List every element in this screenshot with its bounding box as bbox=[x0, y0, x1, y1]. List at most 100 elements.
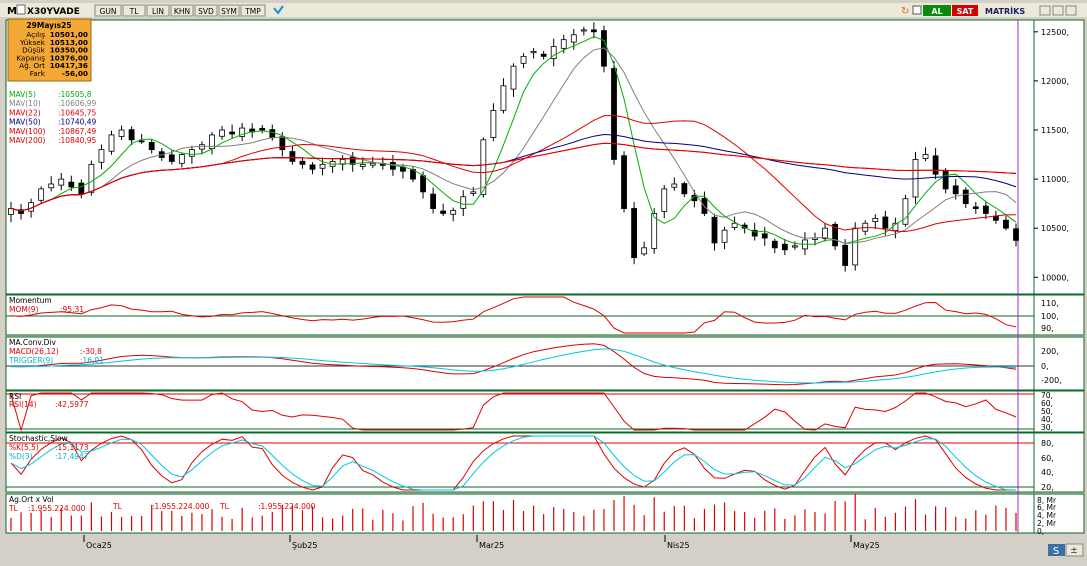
info-label: Kapanış bbox=[16, 53, 45, 62]
stoch-tick-label: 60, bbox=[1041, 454, 1054, 463]
price-chart[interactable] bbox=[8, 22, 1019, 272]
price-candle bbox=[792, 241, 798, 250]
volume-panel[interactable] bbox=[5, 493, 1035, 534]
macd-panel-axis-area bbox=[1033, 336, 1085, 391]
price-candle bbox=[349, 152, 356, 172]
toolbar-button-sym[interactable]: SYM bbox=[218, 4, 240, 17]
legend-label: MAV(22) bbox=[9, 108, 41, 117]
rsi-line bbox=[10, 392, 1017, 432]
toolbar-button-label: TL bbox=[129, 7, 140, 16]
refresh-icon[interactable]: ↻ bbox=[901, 6, 909, 17]
price-candle bbox=[922, 147, 929, 162]
legend-value: :10505,8 bbox=[58, 90, 92, 99]
price-candle bbox=[771, 238, 778, 254]
candle-body-up bbox=[480, 139, 487, 195]
price-candle bbox=[671, 177, 678, 191]
toolbar-button-frame bbox=[122, 4, 146, 17]
edit-icon[interactable] bbox=[912, 5, 922, 15]
minimize-button[interactable] bbox=[1039, 5, 1051, 16]
candle-body-up bbox=[852, 227, 859, 266]
toolbar-button-scale-lin[interactable]: LIN bbox=[146, 4, 170, 17]
sell-button[interactable] bbox=[952, 5, 978, 16]
toolbar-button-tmp[interactable]: TMP bbox=[240, 4, 266, 17]
price-tick-label: 10500, bbox=[1041, 224, 1069, 233]
price-candle bbox=[882, 210, 889, 236]
legend-value: :10740,49 bbox=[58, 118, 97, 127]
buy-button-label: AL bbox=[931, 7, 942, 16]
price-tick-label: 11500, bbox=[1041, 126, 1069, 135]
price-candle bbox=[842, 239, 849, 272]
close-button[interactable] bbox=[1065, 5, 1077, 16]
price-tick-label: 10000, bbox=[1041, 273, 1069, 282]
macd-panel[interactable] bbox=[5, 336, 1035, 391]
stoch-k-value: :15,1173 bbox=[55, 443, 89, 452]
candle-body-down bbox=[842, 244, 849, 266]
info-value: 10350,00 bbox=[50, 46, 88, 55]
toolbar: M X30YVADE GUN TL LIN KHN SVD SYM TMP ↻ AL SAT… bbox=[0, 3, 1087, 17]
price-candle bbox=[761, 226, 768, 246]
candle-body-up bbox=[520, 55, 527, 64]
candle-body-down bbox=[430, 193, 437, 209]
toolbar-button-khn[interactable]: KHN bbox=[170, 4, 194, 17]
momentum-title: Momentum bbox=[9, 296, 52, 305]
price-candle bbox=[88, 160, 95, 196]
volume-currency-2: TL bbox=[112, 502, 123, 511]
toolbar-m-icon[interactable]: M bbox=[7, 6, 17, 17]
stochastic-panel[interactable] bbox=[5, 432, 1035, 493]
candle-body-up bbox=[470, 191, 477, 194]
toolbar-button-period-gun[interactable]: GUN bbox=[94, 4, 122, 17]
price-candle bbox=[118, 125, 125, 141]
price-candle bbox=[631, 202, 637, 265]
toolbar-button-label: TMP bbox=[244, 7, 261, 16]
candle-body-up bbox=[731, 222, 738, 228]
price-candle bbox=[450, 207, 457, 222]
candle-body-down bbox=[259, 127, 266, 131]
macd-label: MACD(26,12) bbox=[9, 347, 59, 356]
candle-body-up bbox=[239, 127, 246, 137]
price-tick-label: 11000, bbox=[1041, 175, 1069, 184]
twitter-icon[interactable] bbox=[273, 5, 284, 15]
legend-label: MAV(200) bbox=[9, 136, 45, 145]
momentum-label: MOM(9) bbox=[9, 305, 39, 314]
toolbar-button-label: SYM bbox=[221, 7, 237, 16]
price-candle bbox=[972, 201, 979, 214]
momentum-panel[interactable] bbox=[5, 294, 1035, 336]
symbol-name[interactable]: X30YVADE bbox=[27, 7, 80, 17]
rsi-tick-label: 60, bbox=[1041, 399, 1053, 408]
candle-body-up bbox=[671, 183, 678, 188]
date-tick-label: Şub25 bbox=[292, 541, 317, 550]
volume-tick-label: 4, Mr bbox=[1037, 511, 1057, 520]
buy-button[interactable] bbox=[923, 5, 951, 16]
candle-body-down bbox=[1003, 219, 1009, 229]
maximize-button[interactable] bbox=[1052, 5, 1064, 16]
stochastic-panel-axis-area bbox=[1033, 432, 1085, 493]
rsi-panel[interactable] bbox=[5, 390, 1035, 433]
scroll-control[interactable]: S ± bbox=[1048, 543, 1084, 557]
info-label: Düşük bbox=[22, 46, 46, 55]
legend-value: :10867,49 bbox=[58, 127, 97, 136]
legend-label: MAV(50) bbox=[9, 118, 41, 127]
legend-label: MAV(100) bbox=[9, 127, 45, 136]
date-tick-label: May25 bbox=[853, 541, 880, 550]
mav10-line bbox=[10, 47, 1017, 245]
stoch-k-label: %K(5,5) bbox=[9, 443, 39, 452]
price-candle bbox=[500, 78, 507, 114]
macd-title: MA.Conv.Div bbox=[9, 338, 57, 347]
toolbar-button-currency-tl[interactable]: TL bbox=[122, 4, 146, 17]
candle-body-down bbox=[952, 185, 959, 195]
price-candle bbox=[48, 176, 55, 192]
price-candle bbox=[902, 194, 909, 227]
toolbar-button-svd[interactable]: SVD bbox=[194, 4, 218, 17]
trigger-line bbox=[11, 348, 1017, 384]
candle-body-up bbox=[369, 162, 376, 166]
volume-currency-1: TL bbox=[8, 504, 19, 513]
candle-body-up bbox=[550, 46, 557, 60]
price-candle bbox=[550, 38, 557, 67]
scroll-icon: S bbox=[1053, 546, 1059, 557]
price-tick-label: 12500, bbox=[1041, 28, 1069, 37]
candle-body-up bbox=[822, 227, 828, 239]
symbol-menu-icon[interactable] bbox=[16, 4, 26, 15]
candle-body-up bbox=[922, 154, 929, 159]
